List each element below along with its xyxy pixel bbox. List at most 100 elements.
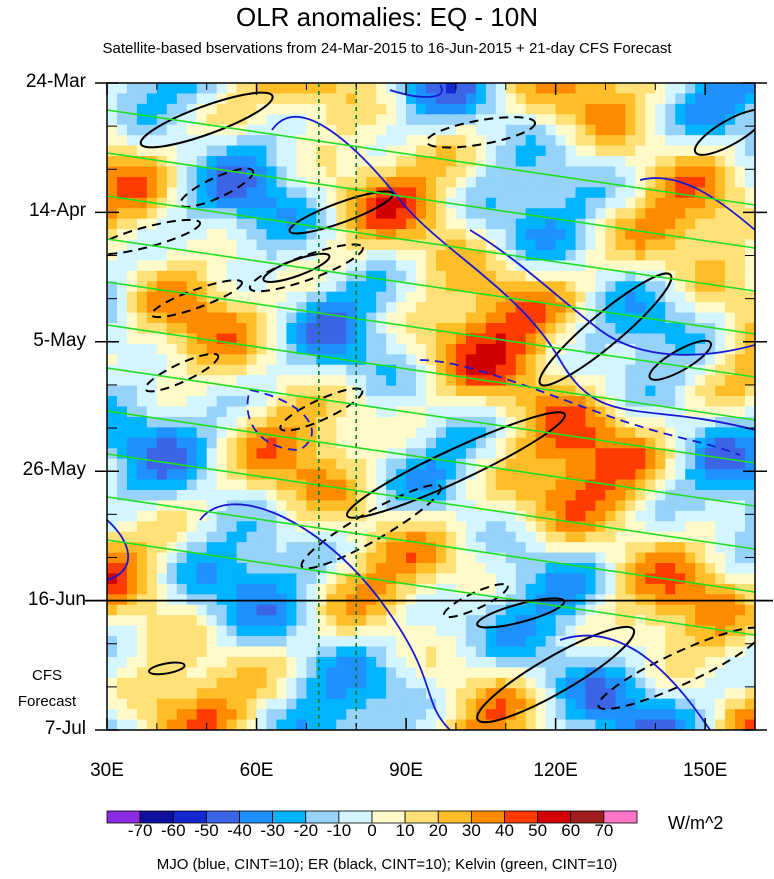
olr-cell: [615, 229, 626, 241]
olr-cell: [635, 636, 646, 648]
olr-cell: [126, 677, 138, 689]
olr-cell: [575, 521, 587, 533]
olr-cell: [356, 427, 367, 439]
olr-cell: [545, 197, 557, 209]
olr-cell: [745, 218, 755, 230]
olr-cell: [545, 469, 557, 481]
olr-cell: [635, 709, 646, 721]
olr-cell: [196, 364, 208, 376]
olr-cell: [266, 176, 278, 188]
olr-cell: [386, 667, 397, 679]
olr-cell: [575, 698, 587, 710]
olr-cell: [615, 698, 626, 710]
olr-cell: [745, 448, 755, 460]
olr-cell: [246, 531, 258, 543]
olr-cell: [186, 396, 198, 408]
olr-cell: [445, 573, 457, 585]
olr-cell: [495, 406, 507, 418]
olr-cell: [525, 291, 537, 303]
olr-cell: [645, 625, 656, 637]
olr-cell: [595, 646, 607, 658]
olr-cell: [515, 458, 527, 470]
olr-cell: [735, 416, 746, 428]
olr-cell: [416, 563, 427, 575]
olr-cell: [236, 229, 248, 241]
olr-cell: [156, 166, 168, 178]
olr-cell: [226, 323, 238, 335]
olr-cell: [256, 124, 268, 136]
olr-cell: [256, 531, 268, 543]
olr-cell: [226, 709, 238, 721]
olr-cell: [286, 667, 298, 679]
olr-cell: [505, 573, 517, 585]
olr-cell: [426, 114, 437, 126]
olr-cell: [296, 406, 307, 418]
olr-cell: [705, 323, 716, 335]
olr-cell: [256, 636, 268, 648]
olr-cell: [495, 552, 507, 564]
olr-cell: [665, 302, 676, 314]
olr-cell: [396, 302, 407, 314]
olr-cell: [366, 354, 377, 366]
olr-cell: [246, 83, 258, 95]
olr-cell: [675, 375, 686, 387]
olr-cell: [406, 83, 417, 95]
olr-cell: [136, 416, 148, 428]
olr-cell: [515, 354, 527, 366]
olr-cell: [336, 615, 347, 627]
olr-cell: [266, 688, 278, 700]
olr-cell: [685, 93, 696, 105]
olr-cell: [116, 416, 128, 428]
olr-cell: [685, 604, 696, 616]
olr-cell: [226, 489, 238, 502]
olr-cell: [196, 93, 208, 105]
olr-cell: [246, 218, 258, 230]
olr-cell: [445, 354, 457, 366]
olr-cell: [565, 521, 577, 533]
olr-cell: [416, 667, 427, 679]
olr-cell: [655, 677, 666, 689]
olr-cell: [336, 489, 347, 502]
olr-cell: [695, 427, 706, 439]
olr-cell: [435, 145, 447, 157]
olr-cell: [416, 625, 427, 637]
olr-cell: [166, 385, 178, 397]
olr-cell: [196, 552, 208, 564]
olr-cell: [136, 145, 148, 157]
olr-cell: [386, 302, 397, 314]
olr-cell: [386, 427, 397, 439]
olr-cell: [725, 103, 736, 115]
olr-cell: [615, 187, 626, 199]
olr-cell: [715, 166, 726, 178]
olr-cell: [406, 156, 417, 168]
olr-cell: [296, 176, 307, 188]
olr-cell: [356, 156, 367, 168]
olr-cell: [535, 646, 547, 658]
olr-cell: [655, 364, 666, 376]
olr-cell: [346, 375, 357, 387]
olr-cell: [206, 229, 218, 241]
olr-cell: [406, 500, 417, 512]
olr-cell: [146, 583, 158, 595]
olr-cell: [366, 145, 377, 157]
olr-cell: [605, 448, 617, 460]
olr-cell: [386, 458, 397, 470]
olr-cell: [525, 270, 537, 282]
olr-cell: [116, 437, 128, 449]
olr-cell: [675, 625, 686, 637]
olr-cell: [107, 583, 118, 595]
olr-cell: [615, 364, 626, 376]
olr-cell: [655, 249, 666, 262]
olr-cell: [186, 229, 198, 241]
olr-cell: [316, 448, 327, 460]
olr-cell: [565, 458, 577, 470]
olr-cell: [406, 615, 417, 627]
er-contour: [648, 339, 712, 381]
olr-cell: [435, 93, 447, 105]
olr-cell: [336, 437, 347, 449]
olr-cell: [286, 83, 298, 95]
olr-cell: [246, 229, 258, 241]
olr-cell: [286, 375, 298, 387]
olr-cell: [555, 583, 567, 595]
olr-cell: [246, 542, 258, 554]
